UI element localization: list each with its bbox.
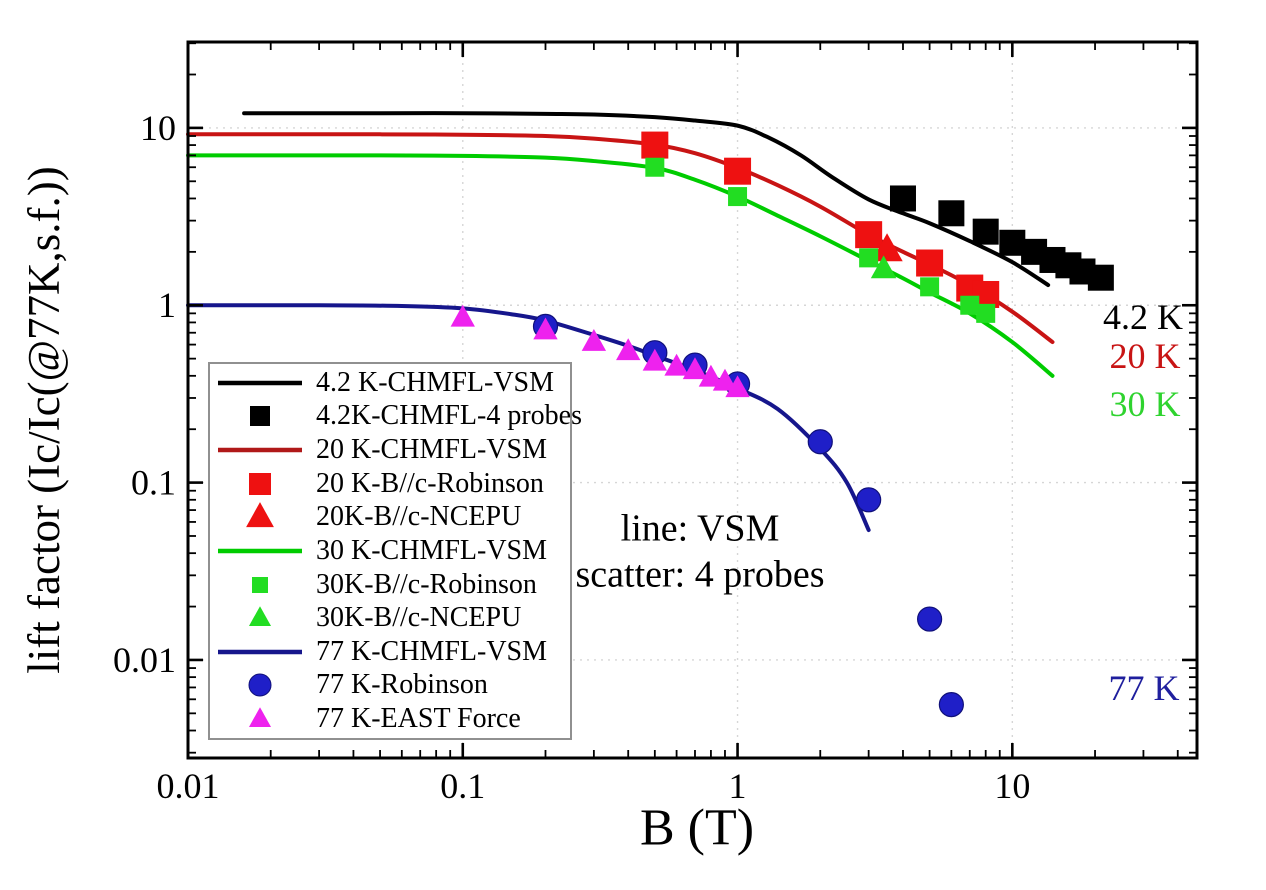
x-tick-label: 10 — [994, 766, 1030, 806]
legend-item-label: 30 K-CHMFL-VSM — [316, 534, 548, 566]
legend-item-3: 20 K-B//c-Robinson — [210, 468, 570, 500]
annotation-line-1: line: VSM — [620, 507, 780, 550]
legend-marker-shape — [250, 406, 270, 427]
series-marker-77 K-EAST Force — [450, 304, 475, 327]
legend-item-9: 77 K-Robinson — [210, 669, 570, 701]
legend-item-1: 4.2K-CHMFL-4 probes — [210, 400, 582, 432]
series-marker-30K-B//c-Robinson — [859, 248, 879, 268]
legend-item-label: 20 K-CHMFL-VSM — [316, 434, 548, 466]
series-marker-77 K-EAST Force — [725, 375, 750, 398]
legend-item-label: 4.2 K-CHMFL-VSM — [316, 366, 555, 398]
legend-item-label: 30K-B//c-Robinson — [316, 568, 537, 600]
series-marker-20 K-B//c-Robinson — [855, 221, 883, 249]
legend-marker-line-icon — [218, 649, 302, 655]
curve-label-30k: 30 K — [1109, 384, 1181, 424]
legend-item-4: 20K-B//c-NCEPU — [210, 501, 570, 533]
curve-label-77k: 77 K — [1108, 668, 1180, 708]
legend-item-7: 30K-B//c-NCEPU — [210, 602, 570, 634]
series-marker-4.2K-CHMFL-4 probes — [1087, 264, 1114, 291]
legend-marker-square-icon — [252, 576, 268, 593]
series-marker-30K-B//c-Robinson — [976, 303, 996, 323]
series-marker-20 K-B//c-Robinson — [641, 131, 669, 159]
legend-box: 4.2 K-CHMFL-VSM 4.2K-CHMFL-4 probes 20 K-C… — [208, 362, 582, 740]
series-marker-30K-B//c-NCEPU — [870, 255, 897, 279]
annotation-vsm-probes: line: VSM scatter: 4 probes — [575, 506, 824, 599]
legend-item-2: 20 K-CHMFL-VSM — [210, 434, 570, 466]
series-marker-30K-B//c-Robinson — [960, 295, 980, 315]
series-marker-77 K-EAST Force — [616, 338, 641, 361]
legend-marker-circle-icon — [248, 673, 272, 697]
series-marker-20 K-B//c-Robinson — [916, 249, 944, 277]
series-marker-30K-B//c-Robinson — [728, 187, 748, 207]
legend-marker-shape — [248, 707, 272, 728]
legend-item-6: 30K-B//c-Robinson — [210, 569, 570, 601]
series-marker-77 K-EAST Force — [682, 357, 708, 380]
legend-marker-triangle-icon — [248, 606, 272, 627]
y-tick-label: 0.01 — [113, 640, 176, 680]
series-marker-77 K-EAST Force — [664, 353, 689, 376]
series-line-77 K-CHMFL-VSM — [186, 303, 871, 533]
legend-marker-shape — [252, 576, 268, 593]
series-marker-77 K-Robinson — [938, 692, 964, 718]
annotation-line-2: scatter: 4 probes — [575, 554, 825, 596]
legend-marker-line-icon — [218, 447, 302, 453]
curve-label-4.2k: 4.2 K — [1103, 297, 1183, 337]
series-marker-30K-B//c-Robinson — [920, 277, 940, 297]
legend-marker-shape — [248, 606, 272, 627]
legend-item-10: 77 K-EAST Force — [210, 703, 570, 735]
legend-item-label: 30K-B//c-NCEPU — [316, 602, 522, 634]
series-line-4.2 K-CHMFL-VSM — [242, 111, 1051, 288]
plot-frame — [186, 40, 1199, 760]
x-tick-label: 1 — [729, 766, 747, 806]
series-marker-77 K-EAST Force — [533, 317, 558, 340]
legend-item-label: 77 K-Robinson — [316, 669, 488, 701]
series-marker-20 K-B//c-Robinson — [724, 157, 752, 185]
legend-marker-shape — [248, 673, 272, 697]
series-marker-4.2K-CHMFL-4 probes — [889, 185, 916, 212]
series-marker-77 K-EAST Force — [698, 364, 724, 387]
series-marker-77 K-EAST Force — [712, 368, 738, 391]
y-axis-title: lift factor (Ic/Ic(@77K,s.f.)) — [19, 166, 69, 674]
legend-marker-line-icon — [218, 548, 302, 554]
y-tick-label: 10 — [140, 108, 176, 148]
series-marker-77 K-Robinson — [917, 606, 943, 632]
series-marker-77 K-Robinson — [856, 487, 882, 513]
legend-item-0: 4.2 K-CHMFL-VSM — [210, 367, 570, 399]
series-marker-4.2K-CHMFL-4 probes — [999, 229, 1026, 256]
legend-item-label: 77 K-CHMFL-VSM — [316, 635, 548, 667]
legend-item-label: 4.2K-CHMFL-4 probes — [316, 400, 582, 432]
x-axis-title: B (T) — [639, 799, 755, 857]
series-marker-20K-B//c-NCEPU — [871, 233, 903, 262]
series-marker-77 K-EAST Force — [581, 329, 607, 351]
series-marker-77 K-Robinson — [807, 429, 833, 455]
x-tick-label: 0.01 — [157, 766, 220, 806]
legend-item-5: 30 K-CHMFL-VSM — [210, 535, 570, 567]
y-tick-label: 1 — [158, 285, 176, 325]
series-marker-77 K-EAST Force — [642, 348, 668, 371]
legend-item-label: 77 K-EAST Force — [316, 703, 521, 735]
series-marker-4.2K-CHMFL-4 probes — [938, 200, 965, 227]
curve-label-20k: 20 K — [1109, 336, 1181, 376]
legend-marker-shape — [249, 472, 271, 495]
legend-item-label: 20 K-B//c-Robinson — [316, 467, 544, 499]
legend-marker-triangle-icon — [248, 707, 272, 728]
legend-marker-triangle-icon — [246, 502, 274, 528]
legend-item-label: 20K-B//c-NCEPU — [316, 501, 522, 533]
legend-marker-square-icon — [250, 406, 270, 427]
series-marker-30K-B//c-Robinson — [645, 157, 665, 177]
legend-marker-line-icon — [218, 380, 302, 386]
legend-item-8: 77 K-CHMFL-VSM — [210, 636, 570, 668]
legend-marker-square-icon — [249, 472, 271, 495]
x-tick-label: 0.1 — [440, 766, 485, 806]
legend-marker-shape — [246, 502, 274, 528]
y-tick-label: 0.1 — [131, 463, 176, 503]
series-marker-4.2K-CHMFL-4 probes — [972, 218, 999, 245]
